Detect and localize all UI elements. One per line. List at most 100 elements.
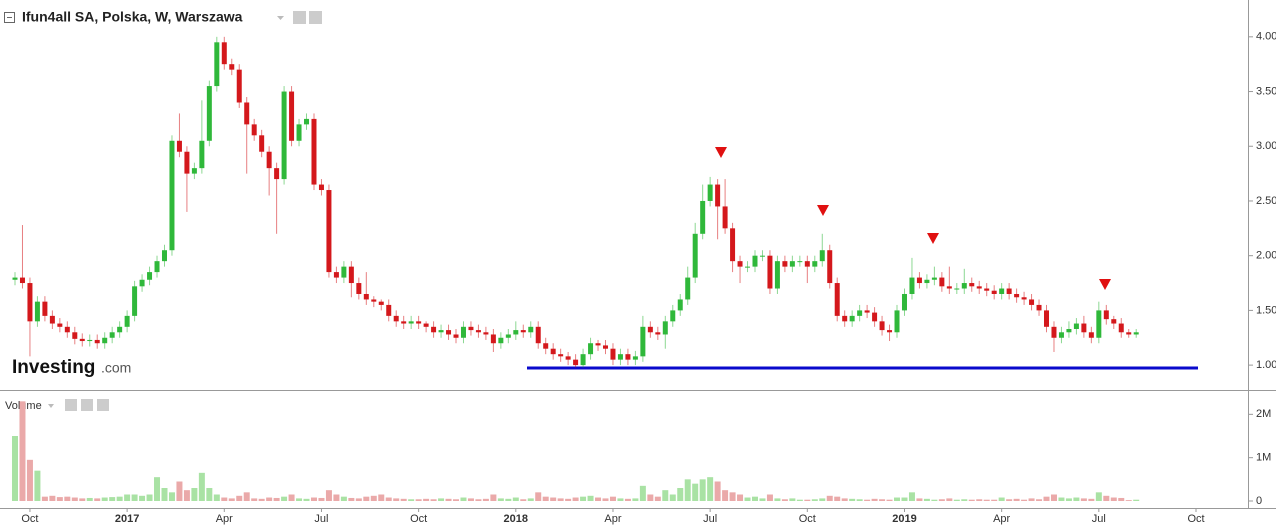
volume-settings-icon[interactable] — [65, 399, 77, 411]
volume-dropdown[interactable] — [48, 404, 54, 408]
candle-body — [565, 356, 571, 360]
candle-body — [789, 261, 795, 267]
candle-body — [79, 338, 85, 342]
volume-refresh-icon[interactable] — [81, 399, 93, 411]
x-tick-label: 2019 — [892, 513, 916, 525]
volume-bar — [811, 499, 818, 501]
title-dropdown[interactable] — [277, 16, 284, 20]
volume-bar — [213, 494, 220, 501]
volume-bar — [714, 481, 721, 501]
volume-tick-label: 0 — [1256, 495, 1262, 507]
candle-body — [94, 339, 100, 344]
candle-body — [1133, 332, 1139, 335]
volume-bar — [26, 459, 33, 501]
volume-bar — [206, 488, 213, 501]
chart-title: Ifun4all SA, Polska, W, Warszawa — [22, 9, 243, 25]
candle-body — [625, 354, 631, 360]
settings-icon[interactable] — [293, 11, 306, 24]
candle-body — [1103, 310, 1109, 320]
volume-bar — [1036, 499, 1043, 501]
candle-body — [797, 261, 803, 263]
candle-body — [595, 343, 601, 346]
volume-bar — [423, 498, 430, 501]
peak-marker[interactable] — [1099, 279, 1111, 290]
x-tick-label: Oct — [799, 513, 816, 525]
volume-bar — [236, 495, 243, 501]
candle-body — [1096, 310, 1102, 338]
candle-body — [229, 64, 235, 70]
y-tick-label: 1.00 — [1256, 359, 1276, 371]
peak-marker[interactable] — [817, 205, 829, 216]
candle-body — [184, 151, 190, 174]
candle-body — [176, 140, 182, 152]
candle-body — [580, 354, 586, 366]
volume-bar — [535, 492, 542, 501]
volume-bar — [12, 436, 18, 501]
volume-close-icon[interactable] — [97, 399, 109, 411]
x-tick-label: Oct — [1187, 513, 1204, 525]
volume-bar — [318, 497, 325, 501]
candle-body — [27, 283, 33, 322]
volume-bar — [453, 499, 460, 501]
x-tick-label: 2018 — [504, 513, 528, 525]
candle-body — [475, 330, 481, 333]
candle-body — [804, 261, 810, 267]
volume-bar — [1050, 494, 1057, 501]
volume-bar — [1028, 498, 1035, 501]
volume-bar — [699, 479, 706, 501]
volume-bar — [116, 496, 123, 501]
volume-bar — [557, 498, 564, 501]
volume-bar — [834, 496, 841, 501]
candle-body — [535, 326, 541, 344]
volume-tick-label: 2M — [1256, 408, 1271, 420]
candle-body — [109, 332, 115, 338]
volume-bar — [751, 496, 758, 501]
volume-bar — [819, 498, 826, 501]
volume-bar — [266, 497, 273, 501]
peak-marker[interactable] — [927, 233, 939, 244]
volume-bar — [759, 498, 766, 501]
volume-bar — [385, 497, 392, 501]
candle-body — [490, 334, 496, 344]
candle-body — [266, 151, 272, 169]
candle-body — [909, 277, 915, 294]
candle-body — [1029, 299, 1035, 305]
volume-bar — [49, 495, 56, 501]
refresh-icon[interactable] — [309, 11, 322, 24]
candle-body — [505, 334, 511, 338]
candle-body — [640, 326, 646, 357]
volume-bar — [595, 497, 602, 501]
candle-body — [274, 168, 280, 180]
volume-bar — [1118, 497, 1125, 501]
volume-bar — [520, 499, 527, 501]
candle-body — [864, 310, 870, 313]
candle-body — [1044, 310, 1050, 327]
volume-tick-label: 1M — [1256, 452, 1271, 464]
candle-body — [946, 286, 952, 289]
candle-body — [12, 277, 18, 280]
volume-bar — [1043, 496, 1050, 501]
y-tick-label: 1.50 — [1256, 304, 1276, 316]
candle-body — [408, 321, 414, 324]
candle-body — [498, 337, 504, 344]
candle-body — [49, 315, 55, 324]
candle-body — [1118, 323, 1124, 333]
peak-marker[interactable] — [715, 147, 727, 158]
candle-body — [924, 279, 930, 284]
candle-body — [1014, 293, 1020, 298]
candle-body — [438, 330, 444, 333]
candle-body — [446, 330, 452, 335]
volume-bar — [946, 498, 953, 501]
volume-bar — [288, 494, 295, 501]
volume-bar — [856, 499, 863, 501]
volume-bar — [550, 497, 557, 501]
candle-body — [1073, 323, 1079, 330]
candle-body — [692, 233, 698, 278]
volume-bar — [415, 499, 422, 501]
volume-bar — [86, 497, 93, 501]
volume-bar — [580, 496, 587, 501]
candle-body — [1088, 332, 1094, 338]
candle-body — [296, 124, 302, 141]
